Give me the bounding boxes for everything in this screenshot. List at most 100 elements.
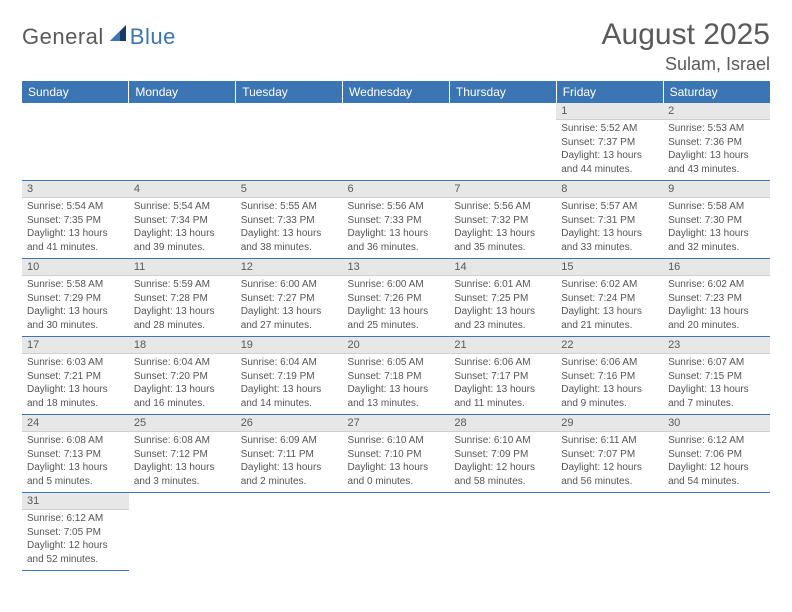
day-content: Sunrise: 6:09 AMSunset: 7:11 PMDaylight:… [236,432,343,492]
daylight-line: Daylight: 13 hours and 35 minutes. [454,227,551,254]
daylight-line: Daylight: 12 hours and 56 minutes. [561,461,658,488]
daylight-line: Daylight: 13 hours and 33 minutes. [561,227,658,254]
sunrise-line: Sunrise: 5:57 AM [561,200,658,214]
day-content: Sunrise: 6:03 AMSunset: 7:21 PMDaylight:… [22,354,129,414]
day-content: Sunrise: 6:08 AMSunset: 7:13 PMDaylight:… [22,432,129,492]
daylight-line: Daylight: 13 hours and 44 minutes. [561,149,658,176]
sunset-line: Sunset: 7:24 PM [561,292,658,306]
calendar-cell: 6Sunrise: 5:56 AMSunset: 7:33 PMDaylight… [343,181,450,259]
sunset-line: Sunset: 7:32 PM [454,214,551,228]
daylight-line: Daylight: 13 hours and 27 minutes. [241,305,338,332]
sunrise-line: Sunrise: 5:54 AM [27,200,124,214]
weekday-header: Friday [556,81,663,103]
sunset-line: Sunset: 7:06 PM [668,448,765,462]
day-content: Sunrise: 6:02 AMSunset: 7:24 PMDaylight:… [556,276,663,336]
calendar-cell: 18Sunrise: 6:04 AMSunset: 7:20 PMDayligh… [129,337,236,415]
sunrise-line: Sunrise: 6:04 AM [134,356,231,370]
day-content: Sunrise: 5:54 AMSunset: 7:35 PMDaylight:… [22,198,129,258]
calendar-cell: .. [129,103,236,181]
calendar-cell: 20Sunrise: 6:05 AMSunset: 7:18 PMDayligh… [343,337,450,415]
day-content: Sunrise: 5:57 AMSunset: 7:31 PMDaylight:… [556,198,663,258]
weekday-header: Monday [129,81,236,103]
day-content: Sunrise: 5:52 AMSunset: 7:37 PMDaylight:… [556,120,663,180]
daylight-line: Daylight: 12 hours and 58 minutes. [454,461,551,488]
sunrise-line: Sunrise: 6:02 AM [668,278,765,292]
day-content: Sunrise: 6:12 AMSunset: 7:06 PMDaylight:… [663,432,770,492]
calendar-body: ..........1Sunrise: 5:52 AMSunset: 7:37 … [22,103,770,571]
sunrise-line: Sunrise: 6:12 AM [668,434,765,448]
calendar-cell: 23Sunrise: 6:07 AMSunset: 7:15 PMDayligh… [663,337,770,415]
daylight-line: Daylight: 13 hours and 16 minutes. [134,383,231,410]
sunrise-line: Sunrise: 5:53 AM [668,122,765,136]
calendar-cell: 11Sunrise: 5:59 AMSunset: 7:28 PMDayligh… [129,259,236,337]
day-number: 25 [129,415,236,432]
day-number: 20 [343,337,450,354]
brand-text-1: General [22,24,104,50]
brand-text-2: Blue [130,24,176,50]
sunset-line: Sunset: 7:19 PM [241,370,338,384]
sunrise-line: Sunrise: 6:08 AM [27,434,124,448]
calendar-cell: 29Sunrise: 6:11 AMSunset: 7:07 PMDayligh… [556,415,663,493]
day-content: Sunrise: 6:04 AMSunset: 7:19 PMDaylight:… [236,354,343,414]
calendar-cell: 14Sunrise: 6:01 AMSunset: 7:25 PMDayligh… [449,259,556,337]
day-content: Sunrise: 5:56 AMSunset: 7:33 PMDaylight:… [343,198,450,258]
sunrise-line: Sunrise: 6:03 AM [27,356,124,370]
weekday-header: Sunday [22,81,129,103]
day-number: 10 [22,259,129,276]
daylight-line: Daylight: 13 hours and 14 minutes. [241,383,338,410]
sunrise-line: Sunrise: 6:07 AM [668,356,765,370]
calendar-cell: .. [449,493,556,571]
sunset-line: Sunset: 7:25 PM [454,292,551,306]
sunrise-line: Sunrise: 6:06 AM [561,356,658,370]
day-number: 8 [556,181,663,198]
calendar-cell: 7Sunrise: 5:56 AMSunset: 7:32 PMDaylight… [449,181,556,259]
weekday-header: Tuesday [236,81,343,103]
daylight-line: Daylight: 12 hours and 52 minutes. [27,539,124,566]
sunset-line: Sunset: 7:12 PM [134,448,231,462]
day-content: Sunrise: 6:06 AMSunset: 7:16 PMDaylight:… [556,354,663,414]
day-content: Sunrise: 5:59 AMSunset: 7:28 PMDaylight:… [129,276,236,336]
day-number: 13 [343,259,450,276]
sunrise-line: Sunrise: 6:04 AM [241,356,338,370]
day-number: 17 [22,337,129,354]
sunrise-line: Sunrise: 5:58 AM [27,278,124,292]
day-number: 15 [556,259,663,276]
daylight-line: Daylight: 13 hours and 11 minutes. [454,383,551,410]
day-number: 24 [22,415,129,432]
daylight-line: Daylight: 13 hours and 41 minutes. [27,227,124,254]
calendar-header-row: SundayMondayTuesdayWednesdayThursdayFrid… [22,81,770,103]
sunrise-line: Sunrise: 6:11 AM [561,434,658,448]
day-number: 6 [343,181,450,198]
sunset-line: Sunset: 7:07 PM [561,448,658,462]
daylight-line: Daylight: 13 hours and 13 minutes. [348,383,445,410]
calendar-cell: 8Sunrise: 5:57 AMSunset: 7:31 PMDaylight… [556,181,663,259]
sunset-line: Sunset: 7:23 PM [668,292,765,306]
day-content: Sunrise: 6:08 AMSunset: 7:12 PMDaylight:… [129,432,236,492]
sunrise-line: Sunrise: 6:00 AM [348,278,445,292]
day-number: 27 [343,415,450,432]
daylight-line: Daylight: 13 hours and 23 minutes. [454,305,551,332]
day-content: Sunrise: 5:55 AMSunset: 7:33 PMDaylight:… [236,198,343,258]
sunrise-line: Sunrise: 6:01 AM [454,278,551,292]
calendar-cell: 4Sunrise: 5:54 AMSunset: 7:34 PMDaylight… [129,181,236,259]
sunset-line: Sunset: 7:10 PM [348,448,445,462]
day-content: Sunrise: 6:07 AMSunset: 7:15 PMDaylight:… [663,354,770,414]
sunrise-line: Sunrise: 5:56 AM [348,200,445,214]
daylight-line: Daylight: 13 hours and 36 minutes. [348,227,445,254]
sunrise-line: Sunrise: 5:54 AM [134,200,231,214]
daylight-line: Daylight: 13 hours and 0 minutes. [348,461,445,488]
calendar-cell: 19Sunrise: 6:04 AMSunset: 7:19 PMDayligh… [236,337,343,415]
sunset-line: Sunset: 7:16 PM [561,370,658,384]
sunrise-line: Sunrise: 5:52 AM [561,122,658,136]
sunrise-line: Sunrise: 6:00 AM [241,278,338,292]
day-content: Sunrise: 5:58 AMSunset: 7:29 PMDaylight:… [22,276,129,336]
calendar-cell: 3Sunrise: 5:54 AMSunset: 7:35 PMDaylight… [22,181,129,259]
calendar-cell: 30Sunrise: 6:12 AMSunset: 7:06 PMDayligh… [663,415,770,493]
day-content: Sunrise: 6:01 AMSunset: 7:25 PMDaylight:… [449,276,556,336]
day-number: 28 [449,415,556,432]
daylight-line: Daylight: 13 hours and 9 minutes. [561,383,658,410]
sunrise-line: Sunrise: 5:55 AM [241,200,338,214]
day-content: Sunrise: 6:00 AMSunset: 7:26 PMDaylight:… [343,276,450,336]
calendar-table: SundayMondayTuesdayWednesdayThursdayFrid… [22,81,770,571]
sunset-line: Sunset: 7:33 PM [241,214,338,228]
